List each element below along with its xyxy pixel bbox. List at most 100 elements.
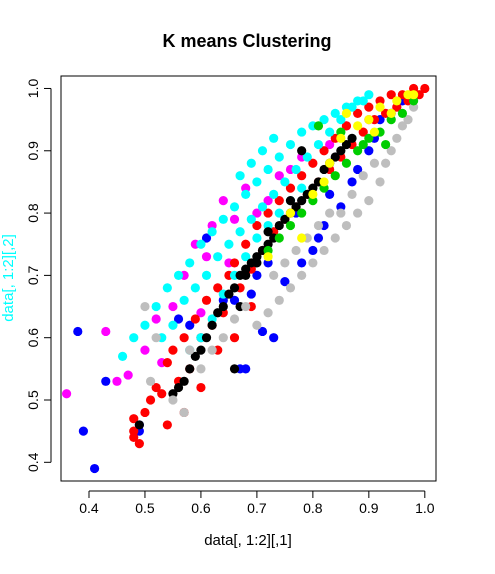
data-point: [347, 133, 357, 143]
data-point: [336, 115, 346, 125]
data-point: [330, 152, 340, 162]
data-point: [196, 345, 206, 355]
data-point: [297, 171, 307, 181]
data-point: [101, 326, 111, 337]
data-point: [297, 270, 307, 280]
y-tick-label: 0.5: [25, 390, 41, 410]
data-point: [201, 252, 212, 262]
data-point: [263, 252, 273, 262]
data-point: [269, 333, 279, 343]
data-point: [252, 208, 262, 218]
data-point: [140, 320, 150, 330]
data-point: [364, 102, 374, 112]
data-point: [392, 96, 402, 106]
data-point: [263, 196, 273, 206]
data-point: [235, 227, 245, 237]
data-point: [263, 208, 273, 218]
data-point: [73, 326, 83, 337]
data-point: [397, 108, 408, 118]
data-point: [297, 127, 307, 137]
data-point: [285, 196, 296, 206]
x-axis-label: data[, 1:2][,1]: [204, 532, 292, 549]
data-point: [218, 196, 228, 206]
data-point: [196, 239, 206, 249]
data-point: [341, 158, 352, 168]
data-point: [145, 395, 156, 405]
data-point: [308, 158, 318, 168]
data-point: [353, 208, 363, 218]
data-point: [285, 220, 296, 231]
data-point: [185, 258, 195, 268]
data-point: [246, 158, 256, 168]
x-tick-label: 1.0: [415, 500, 435, 516]
data-point: [190, 283, 200, 293]
data-point: [162, 283, 172, 293]
data-point: [201, 333, 212, 343]
data-point: [151, 382, 161, 393]
data-point: [168, 320, 178, 330]
data-point: [89, 463, 100, 474]
data-point: [252, 220, 262, 231]
data-point: [347, 177, 357, 187]
data-point: [117, 351, 128, 361]
data-point: [134, 439, 144, 449]
data-point: [190, 314, 200, 324]
data-point: [386, 90, 396, 100]
data-point: [218, 301, 228, 312]
data-point: [263, 164, 273, 175]
data-point: [341, 108, 352, 118]
data-point: [229, 202, 240, 212]
data-point: [157, 389, 167, 399]
data-point: [207, 320, 217, 330]
data-point: [252, 177, 262, 187]
data-point: [392, 133, 402, 143]
data-point: [229, 364, 240, 374]
data-point: [168, 301, 178, 312]
data-point: [319, 146, 329, 156]
data-point: [353, 121, 363, 131]
data-point: [241, 301, 251, 312]
data-point: [123, 370, 133, 380]
data-point: [229, 283, 240, 293]
data-point: [252, 233, 262, 243]
data-point: [358, 127, 368, 137]
y-axis: 0.4 0.5 0.6 0.7 0.8 0.9 1.0: [25, 79, 52, 472]
y-tick-label: 0.6: [25, 328, 41, 348]
data-point: [140, 407, 150, 418]
data-point: [246, 289, 256, 299]
data-point: [196, 382, 206, 393]
data-point: [364, 115, 374, 125]
points-layer: [62, 83, 430, 474]
data-point: [173, 270, 184, 280]
data-point: [302, 152, 312, 162]
data-point: [241, 239, 251, 249]
data-point: [347, 189, 357, 199]
data-point: [213, 252, 223, 262]
data-point: [207, 227, 217, 237]
x-axis: 0.4 0.5 0.6 0.7 0.8 0.9 1.0: [79, 490, 435, 516]
data-point: [285, 283, 296, 293]
data-point: [403, 115, 413, 125]
data-point: [162, 420, 172, 430]
data-point: [196, 308, 206, 318]
data-point: [162, 358, 172, 368]
data-point: [386, 146, 396, 156]
data-point: [185, 320, 195, 330]
data-point: [274, 196, 284, 206]
data-point: [129, 414, 139, 424]
data-point: [308, 245, 318, 256]
data-point: [257, 326, 268, 337]
data-point: [297, 196, 307, 206]
data-point: [229, 314, 240, 324]
data-point: [196, 364, 206, 374]
data-point: [257, 202, 268, 212]
data-point: [179, 407, 189, 418]
data-point: [319, 245, 329, 256]
data-point: [151, 314, 161, 324]
data-point: [297, 146, 307, 156]
x-tick-label: 0.9: [359, 500, 379, 516]
data-point: [179, 333, 189, 343]
data-point: [285, 139, 296, 150]
